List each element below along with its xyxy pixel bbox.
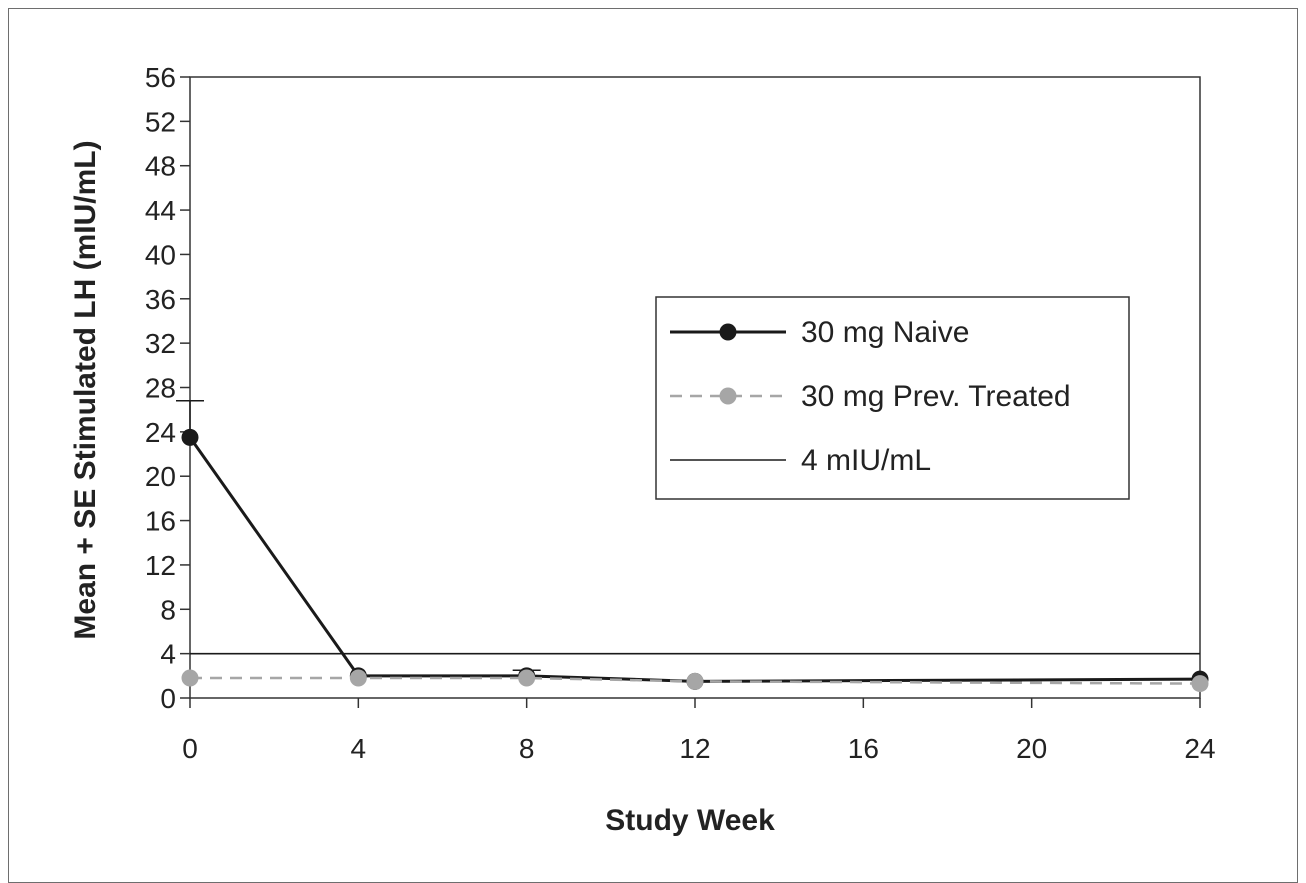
y-tick-label: 36	[145, 284, 176, 315]
legend-label-30-mg-prev-treated: 30 mg Prev. Treated	[801, 380, 1071, 413]
x-tick-label: 20	[1016, 733, 1047, 764]
legend-label-30-mg-naive: 30 mg Naive	[801, 316, 969, 349]
plot-marks	[176, 400, 1209, 693]
y-tick-label: 56	[145, 62, 176, 93]
y-tick-label: 20	[145, 461, 176, 492]
x-tick-label: 0	[182, 733, 198, 764]
data-point-30-mg-prev-treated	[686, 672, 704, 690]
data-point-30-mg-prev-treated	[181, 669, 199, 687]
y-tick-label: 40	[145, 239, 176, 270]
y-tick-label: 52	[145, 106, 176, 137]
data-point-30-mg-prev-treated	[1191, 675, 1209, 693]
x-tick-label: 16	[848, 733, 879, 764]
legend-marker-30-mg-prev-treated	[719, 387, 737, 405]
y-tick-label: 44	[145, 195, 176, 226]
x-axis-title: Study Week	[605, 804, 775, 837]
y-axis-title: Mean + SE Stimulated LH (mIU/mL)	[69, 140, 102, 639]
legend: 30 mg Naive 30 mg Prev. Treated 4 mIU/mL	[655, 296, 1130, 500]
data-point-30-mg-prev-treated	[349, 669, 367, 687]
data-point-30-mg-naive	[181, 428, 199, 446]
y-tick-label: 28	[145, 373, 176, 404]
legend-marker-30-mg-naive	[719, 323, 737, 341]
y-tick-label: 0	[160, 683, 176, 714]
x-tick-label: 24	[1184, 733, 1215, 764]
x-tick-label: 8	[519, 733, 535, 764]
y-tick-label: 48	[145, 151, 176, 182]
x-tick-label: 12	[679, 733, 710, 764]
y-tick-label: 4	[160, 639, 176, 670]
y-tick-label: 8	[160, 594, 176, 625]
data-point-30-mg-prev-treated	[518, 669, 536, 687]
y-tick-label: 12	[145, 550, 176, 581]
y-tick-label: 16	[145, 506, 176, 537]
y-tick-label: 24	[145, 417, 176, 448]
y-tick-label: 32	[145, 328, 176, 359]
legend-label-4-miu-ml: 4 mIU/mL	[801, 444, 931, 477]
x-tick-label: 4	[351, 733, 367, 764]
